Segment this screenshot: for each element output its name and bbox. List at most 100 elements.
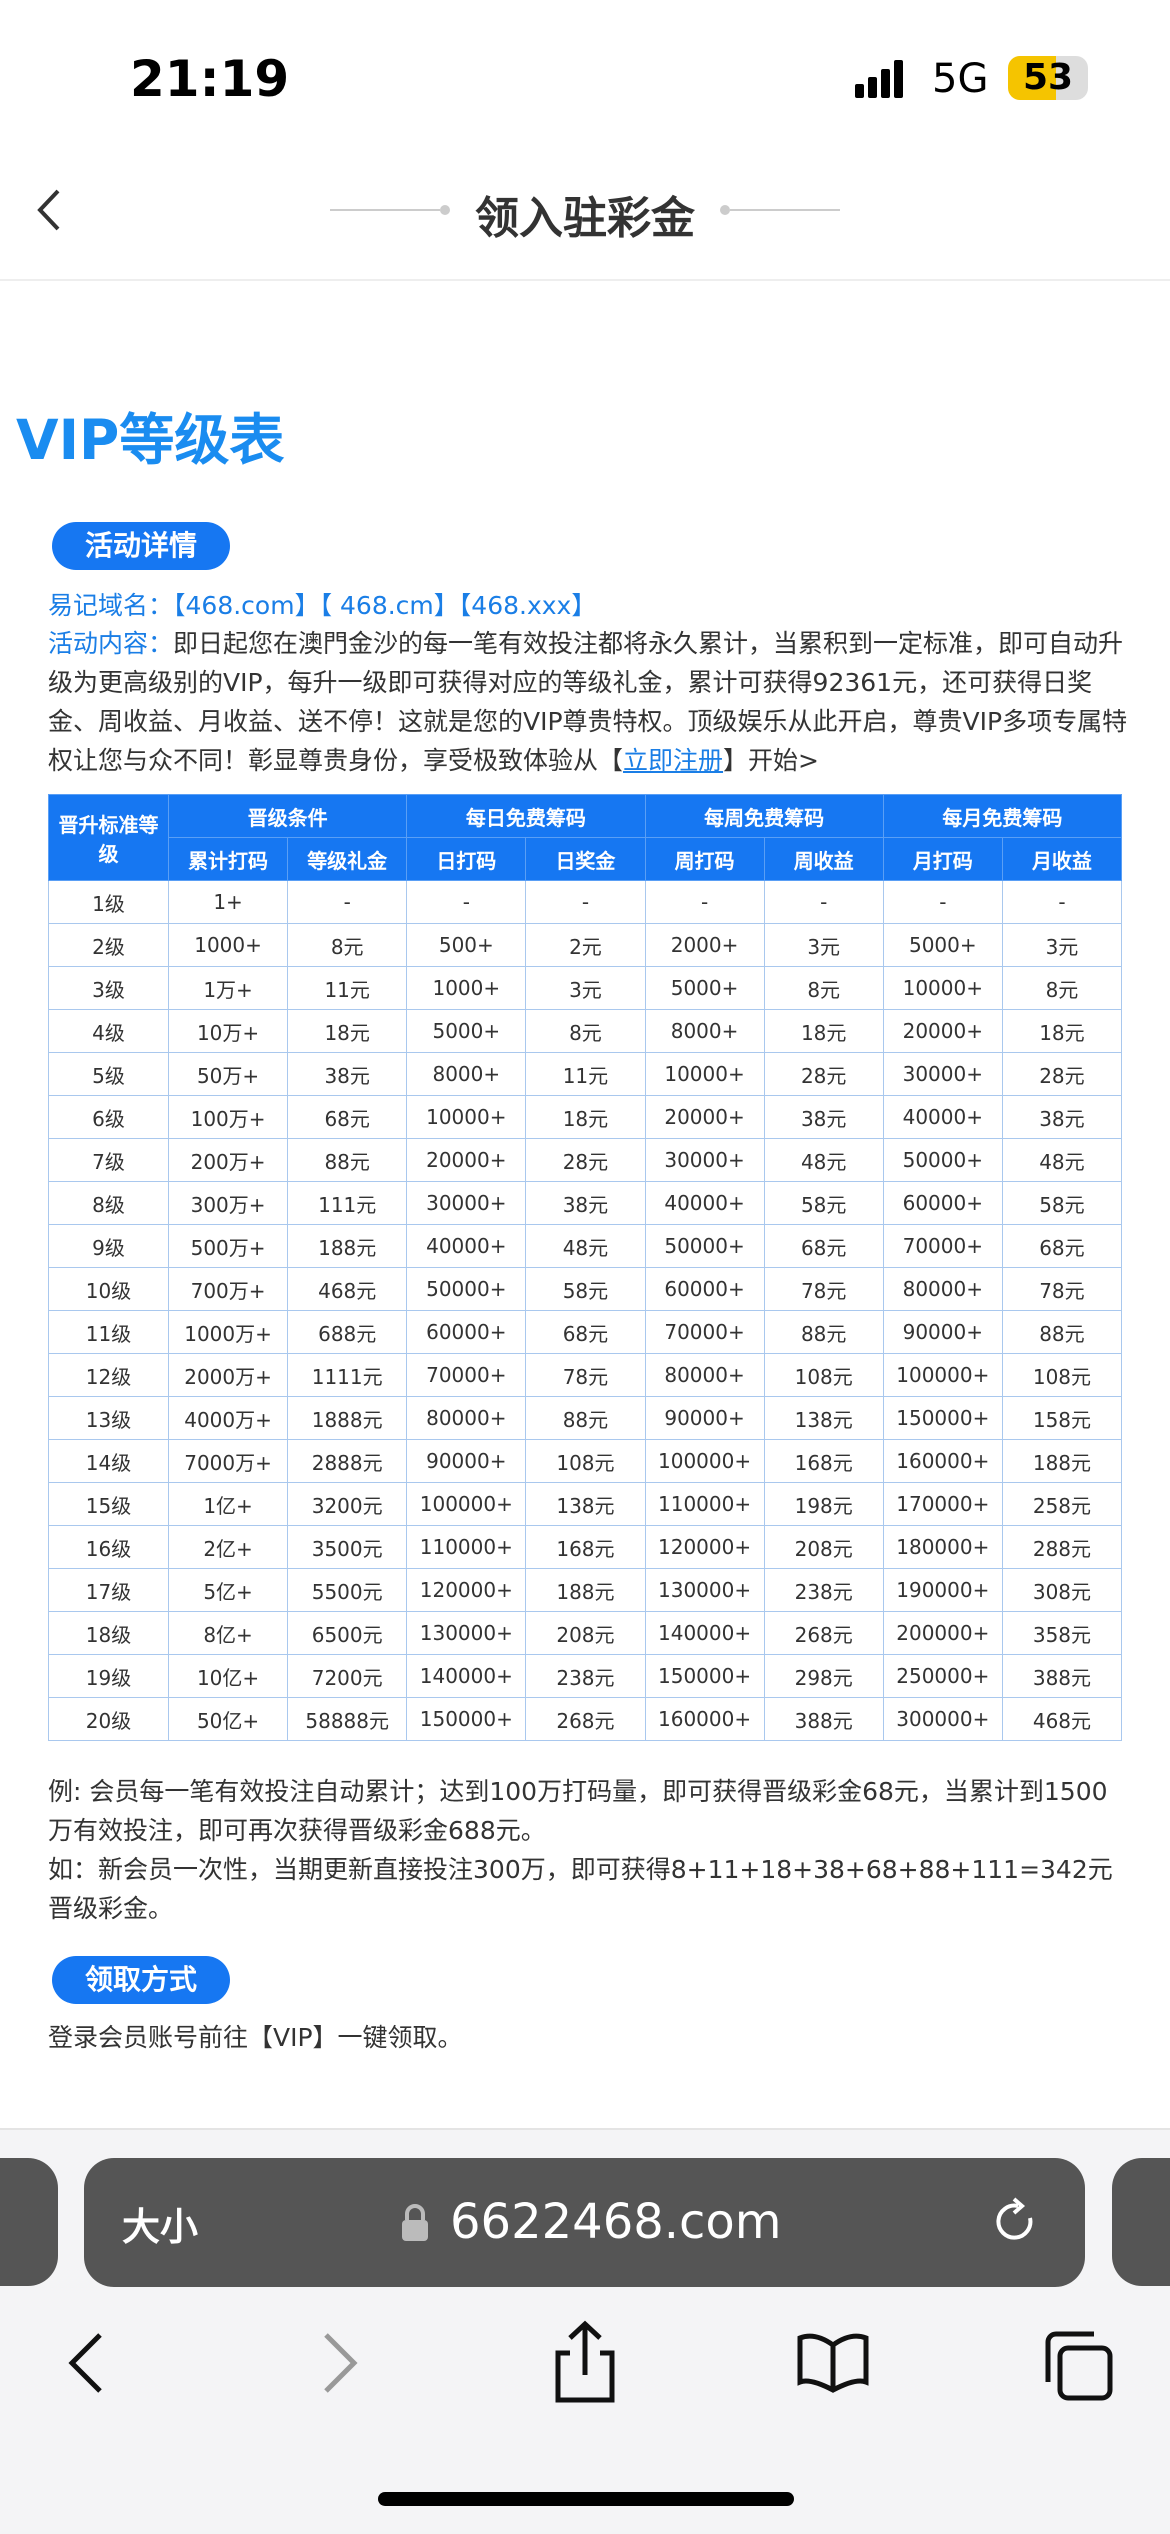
cell: 2000+	[644, 923, 765, 967]
table-row: 14级 7000万+ 2888元 90000+ 108元 100000+ 168元 16000…	[48, 1439, 1123, 1483]
tabs[interactable]	[1045, 2331, 1113, 2401]
cell: 5000+	[882, 923, 1003, 967]
cell: 100000+	[882, 1353, 1003, 1397]
group-header: 晋升标准等级	[48, 794, 169, 881]
cell: 120000+	[406, 1568, 527, 1612]
cell: 16级	[48, 1525, 169, 1569]
battery: 53	[1008, 56, 1088, 100]
toolbar	[68, 2320, 1113, 2403]
cell: 100000+	[644, 1439, 765, 1483]
cell: 268元	[763, 1611, 884, 1655]
column-header: 周打码	[644, 837, 765, 881]
lock-icon	[402, 2204, 428, 2241]
cell: 17级	[48, 1568, 169, 1612]
table-row: 9级 500万+ 188元 40000+ 48元 50000+ 68元 70000+ 68元	[48, 1224, 1123, 1268]
url[interactable]: 6622468.com	[450, 2194, 782, 2250]
cell: 5亿+	[167, 1568, 289, 1612]
cell: 1000+	[167, 923, 289, 967]
cell: 108元	[763, 1353, 884, 1397]
register-link[interactable]: 立即注册	[623, 746, 724, 775]
header-row: 晋升标准等级 晋级条件 每日免费筹码 每周免费筹码 每月免费筹码	[48, 794, 1123, 881]
cell: 38元	[287, 1052, 408, 1096]
cell: 180000+	[882, 1525, 1003, 1569]
cell: 68元	[287, 1095, 408, 1139]
cell: 5000+	[406, 1009, 527, 1053]
cell: 38元	[1001, 1095, 1123, 1139]
cell: 6级	[48, 1095, 169, 1139]
cell: 388元	[1001, 1654, 1123, 1698]
cell: 58元	[1001, 1181, 1123, 1225]
cell: 60000+	[644, 1267, 765, 1311]
cell: 3200元	[287, 1482, 408, 1526]
cell: 70000+	[882, 1224, 1003, 1268]
cell: 58元	[525, 1267, 646, 1311]
column-header: 日打码	[406, 837, 527, 881]
cell: 3元	[763, 923, 884, 967]
cell: 30000+	[882, 1052, 1003, 1096]
reload-button[interactable]	[992, 2196, 1042, 2250]
cell: 8元	[287, 923, 408, 967]
prev-tab[interactable]	[0, 2158, 58, 2286]
cell: 88元	[763, 1310, 884, 1354]
cell: 200000+	[882, 1611, 1003, 1655]
group-header: 每日免费筹码	[406, 794, 646, 838]
cell: 68元	[1001, 1224, 1123, 1268]
table-row: 13级 4000万+ 1888元 80000+ 88元 90000+ 138元 150000+…	[48, 1396, 1123, 1440]
cell: 20000+	[644, 1095, 765, 1139]
header-row: 累计打码 等级礼金 日打码 日奖金 周打码 周收益 月打码 月收益	[49, 837, 1123, 881]
forward[interactable]	[324, 2333, 358, 2393]
cell: 138元	[763, 1396, 884, 1440]
label: 活动内容：	[48, 629, 174, 658]
cell: 170000+	[882, 1482, 1003, 1526]
cell: 18元	[763, 1009, 884, 1053]
cell: 11元	[287, 966, 408, 1010]
cell: 6500元	[287, 1611, 408, 1655]
cell: 70000+	[406, 1353, 527, 1397]
address-bar[interactable]	[84, 2158, 1085, 2287]
notes: 例: 会员每一笔有效投注自动累计；达到100万打码量，即可获得晋级彩金68元，当…	[48, 1772, 1128, 1928]
text-size-button[interactable]: 大小	[122, 2205, 199, 2249]
cell: 358元	[1001, 1611, 1123, 1655]
cell: 40000+	[882, 1095, 1003, 1139]
cell: 208元	[525, 1611, 646, 1655]
section-badge: 领取方式	[52, 1956, 230, 2004]
cell: 10000+	[406, 1095, 527, 1139]
label: 易记域名：	[48, 591, 174, 620]
cell: 50万+	[167, 1052, 289, 1096]
next-tab[interactable]	[1112, 2158, 1170, 2286]
cell: 3500元	[287, 1525, 408, 1569]
cell: 10万+	[167, 1009, 289, 1053]
cell: 13级	[48, 1396, 169, 1440]
cell: 20000+	[406, 1138, 527, 1182]
back[interactable]	[68, 2333, 102, 2393]
cell: 688元	[287, 1310, 408, 1354]
cell: 120000+	[644, 1525, 765, 1569]
cell: 30000+	[406, 1181, 527, 1225]
cell: -	[1001, 880, 1123, 924]
cell: 18元	[525, 1095, 646, 1139]
cell: 90000+	[644, 1396, 765, 1440]
cell: 10级	[48, 1267, 169, 1311]
note: 例: 会员每一笔有效投注自动累计；达到100万打码量，即可获得晋级彩金68元，当…	[48, 1777, 1108, 1845]
cell: 200万+	[167, 1138, 289, 1182]
cell: 48元	[763, 1138, 884, 1182]
cell: 15级	[48, 1482, 169, 1526]
cell: 8元	[1001, 966, 1123, 1010]
title-decoration	[330, 205, 840, 215]
cell: 5500元	[287, 1568, 408, 1612]
column-header: 周收益	[763, 837, 884, 881]
cell: 8元	[763, 966, 884, 1010]
cell: 500万+	[167, 1224, 289, 1268]
cell: 10亿+	[167, 1654, 289, 1698]
note: 如：新会员一次性，当期更新直接投注300万，即可获得8+11+18+38+68+…	[48, 1855, 1113, 1923]
cell: 50亿+	[167, 1697, 289, 1741]
bookmarks[interactable]	[797, 2333, 869, 2393]
share[interactable]	[555, 2320, 615, 2403]
cell: 60000+	[406, 1310, 527, 1354]
section-badge: 活动详情	[52, 522, 230, 570]
back-button[interactable]	[30, 185, 70, 235]
cell: 198元	[763, 1482, 884, 1526]
cell: 28元	[763, 1052, 884, 1096]
cell: 3级	[48, 966, 169, 1010]
cell: 7000万+	[167, 1439, 289, 1483]
